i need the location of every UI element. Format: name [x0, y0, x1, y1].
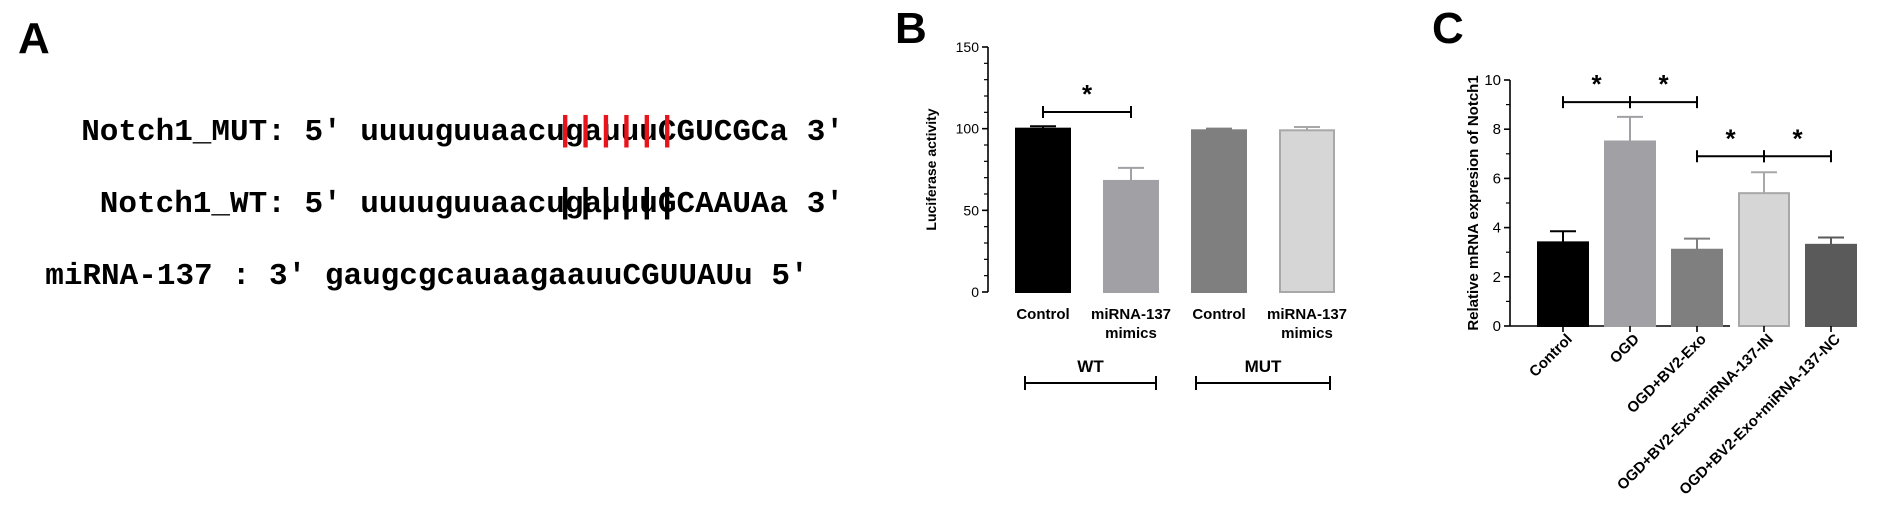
panel-c-letter: C: [1432, 4, 1464, 53]
y-tick-label: 50: [963, 202, 979, 218]
bar: [1738, 192, 1790, 327]
sequence-right-end: 3': [806, 187, 844, 222]
sequence-lowercase: uuuuguuaacugauuu: [360, 115, 658, 150]
y-axis-label: Luciferase activity: [923, 108, 939, 230]
wt-pairing-marks: ||||||: [555, 185, 678, 223]
sequence-row-mirna: miRNA-137 : 3' gaugcgcauaagaauuCGUUAUu 5…: [8, 224, 809, 294]
significance-star: *: [1792, 123, 1803, 153]
y-tick-label: 8: [1493, 121, 1501, 138]
group-label: WT: [1077, 357, 1104, 376]
significance-star: *: [1591, 69, 1602, 99]
sequence-separator: :: [267, 115, 286, 150]
sequence-name: Notch1_WT: [99, 187, 268, 222]
y-tick-label: 10: [1484, 72, 1501, 89]
sequence-row-mut: Notch1_MUT: 5' uuuuguuaacugauuuCGUCGCa 3…: [8, 80, 844, 150]
significance-star: *: [1082, 79, 1093, 109]
sequence-tail: a: [769, 187, 789, 222]
sequence-separator: :: [213, 259, 251, 294]
sequence-name: Notch1_MUT: [81, 115, 268, 150]
sequence-binding-site: CGUUAU: [622, 259, 735, 294]
sequence-binding-site: CGUCGC: [657, 115, 770, 150]
x-tick-label: miRNA-137: [1091, 306, 1171, 323]
x-tick-label: Control: [1016, 306, 1069, 323]
bar: [1191, 129, 1247, 293]
sequence-right-end: 5': [771, 259, 809, 294]
significance-star: *: [1658, 69, 1669, 99]
sequence-tail: u: [734, 259, 753, 294]
bar: [1671, 248, 1723, 328]
y-tick-label: 0: [1493, 318, 1501, 335]
y-tick-label: 4: [1493, 220, 1501, 237]
y-tick-label: 100: [956, 121, 980, 137]
sequence-name: miRNA-137: [45, 259, 213, 294]
y-tick-label: 0: [971, 284, 979, 300]
sequence-binding-site: GCAAUA: [657, 187, 770, 222]
significance-star: *: [1725, 123, 1736, 153]
mut-pairing-marks: ||||||: [555, 113, 678, 151]
bar: [1279, 129, 1335, 293]
x-tick-label: mimics: [1105, 325, 1157, 342]
sequence-separator: :: [267, 187, 286, 222]
x-tick-label: mimics: [1281, 325, 1333, 342]
panel-b-letter: B: [895, 4, 927, 53]
group-label: MUT: [1245, 357, 1282, 376]
y-axis-label: Relative mRNA expresion of Notch1: [1465, 75, 1482, 330]
sequence-left-end: 3': [269, 259, 307, 294]
x-tick-label: OGD: [1607, 331, 1643, 367]
bar: [1537, 241, 1589, 327]
x-tick-label: Control: [1192, 306, 1245, 323]
y-tick-label: 150: [956, 39, 980, 55]
y-tick-label: 2: [1493, 269, 1501, 286]
bar: [1604, 140, 1656, 327]
y-tick-label: 6: [1493, 170, 1501, 187]
sequence-left-end: 5': [304, 115, 342, 150]
sequence-tail: a: [769, 115, 789, 150]
panel-a-letter: A: [18, 14, 50, 63]
bar: [1103, 179, 1159, 293]
sequence-left-end: 5': [304, 187, 342, 222]
sequence-lowercase: gaugcgcauaagaauu: [324, 259, 623, 294]
sequence-lowercase: uuuuguuaacugauuu: [360, 187, 658, 222]
sequence-row-wt: Notch1_WT: 5' uuuuguuaacugauuuGCAAUAa 3': [8, 152, 844, 222]
x-tick-label: miRNA-137: [1267, 306, 1347, 323]
sequence-right-end: 3': [806, 115, 844, 150]
bar: [1805, 243, 1857, 328]
x-tick-label: Control: [1526, 331, 1576, 381]
